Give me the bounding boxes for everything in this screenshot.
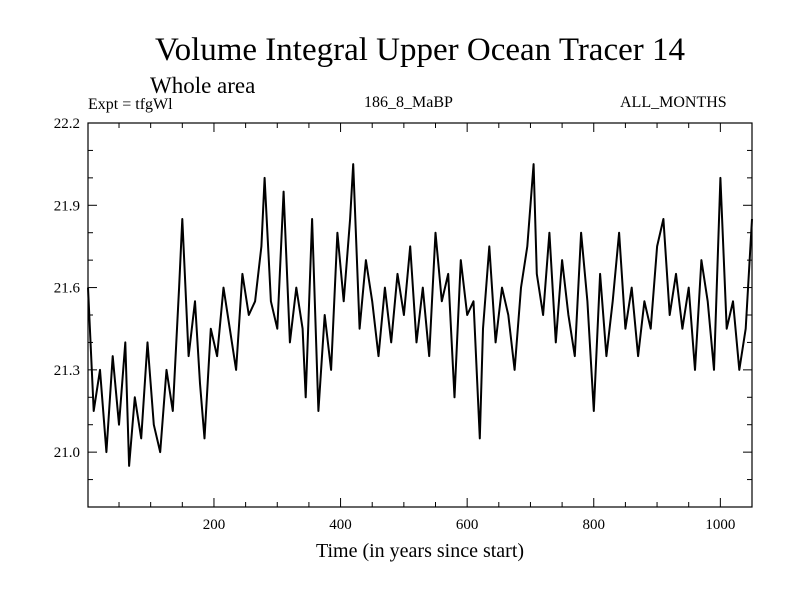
x-tick-label: 600: [456, 517, 479, 533]
x-axis-label: Time (in years since start): [316, 540, 524, 562]
chart-title: Volume Integral Upper Ocean Tracer 14: [155, 32, 685, 68]
x-tick-label: 400: [329, 517, 352, 533]
run-label: 186_8_MaBP: [364, 94, 453, 111]
y-tick-label: 21.0: [54, 445, 80, 461]
chart-subtitle: Whole area: [150, 73, 256, 98]
series-line: [87, 163, 753, 467]
experiment-label: Expt = tfgWl: [88, 96, 173, 113]
months-label: ALL_MONTHS: [620, 94, 727, 111]
y-tick-label: 22.2: [54, 116, 80, 132]
y-tick-label: 21.9: [54, 198, 80, 214]
x-tick-label: 200: [203, 517, 226, 533]
y-tick-label: 21.3: [54, 363, 80, 379]
x-tick-label: 800: [583, 517, 606, 533]
x-tick-label: 1000: [705, 517, 735, 533]
y-tick-label: 21.6: [54, 281, 81, 297]
